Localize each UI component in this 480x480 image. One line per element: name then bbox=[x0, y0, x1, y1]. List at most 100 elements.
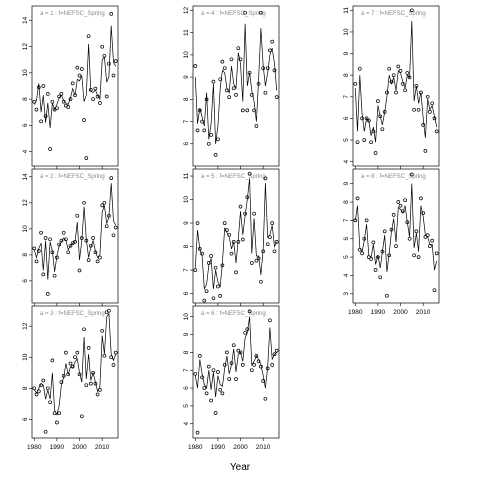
panel-4-obs-point bbox=[209, 133, 213, 137]
panel-5-obs-point bbox=[249, 261, 254, 265]
panel-7-obs-point bbox=[362, 138, 367, 142]
panel-2-obs-point bbox=[82, 200, 86, 205]
panel-7-obs-point bbox=[357, 66, 362, 71]
panel-7-obs-point bbox=[432, 116, 437, 121]
panel-2-obs-point bbox=[91, 236, 95, 240]
panel-3-obs-point bbox=[91, 370, 95, 375]
panel-2-obs-point bbox=[79, 236, 84, 240]
panel-1-y-tick-label: 6 bbox=[22, 123, 29, 127]
panel-4-obs-point bbox=[247, 70, 252, 75]
panel-1-obs-point bbox=[70, 81, 75, 86]
panel-4-obs-point bbox=[238, 57, 243, 62]
panel-8-obs-point bbox=[398, 203, 403, 208]
panel-4-obs-point bbox=[206, 141, 211, 146]
panel-1-obs-point bbox=[32, 99, 37, 104]
panel-3-frame bbox=[31, 305, 119, 439]
panel-8-obs-point bbox=[409, 172, 414, 177]
panel-8-x-tick-label: 2010 bbox=[416, 309, 431, 316]
panel-2-y-tick-label: 10 bbox=[22, 225, 29, 233]
panel-7-obs-point bbox=[355, 140, 360, 145]
panel-4-y-tick-label: 10 bbox=[183, 51, 190, 59]
panel-6-obs-point bbox=[200, 375, 204, 380]
panel-3-obs-point bbox=[86, 346, 91, 350]
panel-6-obs-point bbox=[240, 363, 245, 367]
panel-2-obs-point bbox=[100, 203, 105, 208]
panel-1-obs-point bbox=[104, 94, 109, 99]
panel-5-obs-point bbox=[216, 284, 220, 289]
panel-6-obs-point bbox=[231, 343, 236, 348]
panel-1-obs-point bbox=[109, 12, 114, 16]
panel-6-x-tick-label: 1980 bbox=[188, 444, 203, 451]
panel-3-fit-line bbox=[34, 312, 117, 416]
panel-5-obs-point bbox=[245, 195, 250, 200]
panel-4-obs-point bbox=[218, 77, 223, 82]
panel-2-obs-point bbox=[48, 237, 52, 242]
panel-5-obs-point bbox=[204, 289, 209, 294]
panel-5-obs-point bbox=[259, 279, 263, 284]
panel-2-obs-point bbox=[55, 255, 59, 260]
panel-1-y-tick-label: 10 bbox=[22, 69, 29, 77]
panel-4-obs-point bbox=[234, 93, 238, 97]
panel-8-title: a = 8 : f=NEFSC_Spring bbox=[361, 174, 426, 180]
panel-7-obs-point bbox=[373, 151, 378, 155]
panel-5-obs-point bbox=[243, 211, 247, 216]
panel-6-obs-point bbox=[204, 391, 209, 396]
panel-7-obs-point bbox=[371, 129, 376, 134]
panel-5-obs-point bbox=[263, 176, 268, 181]
panel-2-obs-point bbox=[68, 243, 73, 248]
panel-8-obs-point bbox=[385, 293, 389, 298]
panel-1-obs-point bbox=[66, 105, 71, 109]
panel-3-obs-point bbox=[68, 361, 73, 366]
panel-8-obs-point bbox=[428, 244, 432, 248]
panel-4-y-tick-label: 8 bbox=[183, 97, 190, 101]
panel-1-obs-point bbox=[95, 94, 100, 99]
panel-8-obs-point bbox=[364, 218, 369, 223]
panel-2-obs-point bbox=[52, 273, 57, 278]
panel-1-obs-point bbox=[100, 44, 105, 49]
panel-7-obs-point bbox=[391, 73, 396, 78]
panel-3-y-tick-label: 8 bbox=[22, 386, 29, 390]
panel-3-obs-point bbox=[64, 350, 68, 355]
panel-2-y-tick-label: 8 bbox=[22, 253, 29, 257]
panel-3-y-tick-label: 10 bbox=[22, 353, 29, 361]
panel-7-obs-point bbox=[389, 79, 394, 84]
panel-5-obs-point bbox=[270, 221, 275, 225]
panel-1-fit-line bbox=[33, 25, 117, 129]
panel-6-obs-point bbox=[218, 387, 223, 392]
panel-8-obs-point bbox=[423, 235, 428, 239]
panel-6-obs-point bbox=[197, 354, 202, 358]
panel-1-y-tick-label: 12 bbox=[22, 43, 29, 51]
panel-3-obs-point bbox=[111, 363, 116, 367]
panel-2-obs-point bbox=[86, 258, 91, 262]
panel-6-obs-point bbox=[256, 359, 261, 364]
panel-7-y-tick-label: 4 bbox=[343, 159, 350, 163]
panel-3-obs-point bbox=[82, 327, 86, 332]
panel-5-obs-point bbox=[220, 263, 225, 268]
panel-3-obs-point bbox=[32, 386, 37, 391]
panel-8-obs-point bbox=[369, 257, 373, 261]
panel-5-obs-point bbox=[274, 240, 279, 244]
panel-4-obs-point bbox=[220, 59, 225, 64]
panel-2-frame bbox=[31, 168, 119, 304]
panel-6-title: a = 6 : f=NEFSC_Spring bbox=[201, 311, 266, 317]
panel-4-obs-point bbox=[254, 124, 259, 128]
panel-2-y-tick-label: 6 bbox=[22, 279, 29, 283]
panel-6-obs-point bbox=[195, 430, 200, 435]
panel-6-obs-point bbox=[249, 368, 254, 373]
panel-2-obs-point bbox=[59, 238, 64, 243]
panel-5-obs-point bbox=[200, 251, 204, 256]
panel-6-obs-point bbox=[227, 377, 232, 381]
panel-4-obs-point bbox=[240, 108, 245, 113]
panel-5-obs-point bbox=[265, 242, 270, 247]
panel-2-obs-point bbox=[113, 225, 118, 230]
panel-5-obs-point bbox=[209, 254, 213, 258]
panel-2-obs-point bbox=[88, 243, 93, 248]
panel-8-obs-point bbox=[407, 236, 412, 241]
panel-7-obs-point bbox=[430, 101, 435, 106]
panel-6-obs-point bbox=[193, 371, 198, 376]
panel-4-obs-point bbox=[197, 108, 202, 113]
panel-4-obs-point bbox=[256, 81, 261, 86]
panel-3-obs-point bbox=[107, 308, 111, 313]
panel-3-obs-point bbox=[102, 353, 107, 358]
panel-8-obs-point bbox=[389, 227, 394, 232]
